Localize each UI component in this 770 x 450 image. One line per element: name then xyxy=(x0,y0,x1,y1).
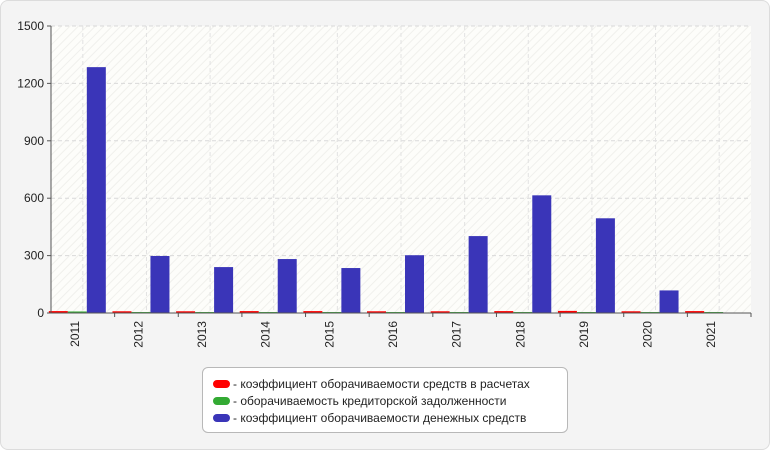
bar-series-1-2011 xyxy=(67,311,87,313)
bar-series-2-2014 xyxy=(277,259,297,313)
legend-label: - оборачиваемость кредиторской задолженн… xyxy=(233,393,507,408)
y-axis-ticks: 0 300 600 900 1200 1500 xyxy=(17,19,51,320)
bar-series-0-2021 xyxy=(685,311,705,313)
legend-swatch-red xyxy=(213,379,230,388)
bar-series-2-2017 xyxy=(468,236,488,313)
y-tick-label: 600 xyxy=(24,191,44,205)
bars xyxy=(48,67,724,314)
legend-item-receivables: - коэффициент оборачиваемости средств в … xyxy=(213,375,567,392)
x-tick-label: 2018 xyxy=(513,321,527,348)
legend: - коэффициент оборачиваемости средств в … xyxy=(202,367,568,433)
y-tick-label: 1200 xyxy=(17,76,44,90)
x-axis-ticks: 2011 2012 2013 2014 2015 2016 2017 2018 2019 2020… xyxy=(68,313,752,348)
x-tick-label: 2015 xyxy=(322,321,336,348)
gridlines xyxy=(51,25,751,313)
y-tick-label: 300 xyxy=(24,249,44,263)
axes xyxy=(50,26,751,314)
bar-series-2-2011 xyxy=(86,67,106,314)
bar-series-0-2014 xyxy=(239,311,259,313)
bar-series-0-2020 xyxy=(621,311,641,313)
y-tick-label: 0 xyxy=(37,306,44,320)
legend-item-cash: - коэффициент оборачиваемости денежных с… xyxy=(213,409,567,426)
bar-series-0-2012 xyxy=(112,311,132,313)
x-tick-label: 2012 xyxy=(131,321,145,348)
y-tick-label: 900 xyxy=(24,134,44,148)
bar-series-0-2011 xyxy=(48,311,68,313)
bar-series-0-2015 xyxy=(303,311,323,313)
bar-series-0-2019 xyxy=(557,310,577,313)
bar-series-2-2016 xyxy=(405,255,424,313)
bar-series-2-2012 xyxy=(150,255,170,313)
x-tick-label: 2020 xyxy=(641,321,655,348)
bar-series-2-2019 xyxy=(595,218,615,313)
bar-series-2-2015 xyxy=(341,268,361,313)
bar-series-2-2018 xyxy=(532,195,552,313)
x-tick-label: 2021 xyxy=(704,321,718,348)
x-tick-label: 2017 xyxy=(450,321,464,348)
bar-series-0-2018 xyxy=(494,311,514,313)
legend-label: - коэффициент оборачиваемости средств в … xyxy=(233,376,530,391)
bar-series-0-2017 xyxy=(430,311,450,313)
bar-series-2-2020 xyxy=(659,290,679,313)
bar-series-0-2013 xyxy=(176,311,196,313)
bar-series-2-2013 xyxy=(214,267,234,313)
legend-swatch-green xyxy=(213,396,230,405)
bar-series-0-2016 xyxy=(367,311,386,313)
x-tick-label: 2016 xyxy=(386,321,400,348)
x-tick-label: 2013 xyxy=(195,321,209,348)
legend-label: - коэффициент оборачиваемости денежных с… xyxy=(233,410,527,425)
x-tick-label: 2019 xyxy=(577,321,591,348)
y-tick-label: 1500 xyxy=(17,19,44,33)
x-tick-label: 2011 xyxy=(68,321,82,347)
legend-item-payables: - оборачиваемость кредиторской задолженн… xyxy=(213,392,567,409)
x-tick-label: 2014 xyxy=(259,321,273,348)
legend-swatch-blue xyxy=(213,413,230,422)
